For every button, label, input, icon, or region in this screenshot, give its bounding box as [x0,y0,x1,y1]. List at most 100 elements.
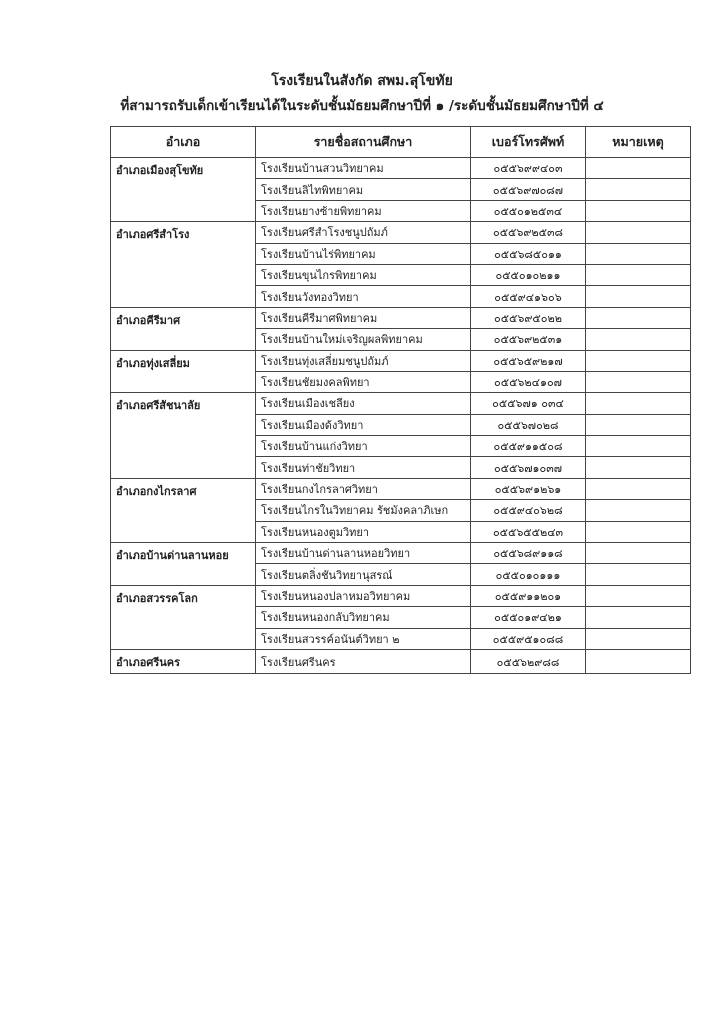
school-row: โรงเรียนไกรในวิทยาคม รัชมังคลาภิเษก ๐๕๕๙๔… [111,499,691,522]
school-name: โรงเรียนยางซ้ายพิทยาคม [255,199,471,223]
school-table: อำเภอ รายชื่อสถานศึกษา เบอร์โทรศัพท์ หมายเห… [110,126,691,675]
school-row: อำเภอเมืองสุโขทัย โรงเรียนบ้านสวนวิทยาคม๐… [110,156,691,223]
remark [585,435,691,458]
column-header: อำเภอ [110,126,256,158]
remark [585,328,691,351]
remark [585,584,691,608]
remark [585,178,691,201]
remark [585,456,691,479]
phone: ๐๕๕๖๒๙๘๘ [470,648,586,675]
school-name: โรงเรียนศรีนคร [255,648,471,675]
remark [585,263,691,287]
district: อำเภอทุ่งเสลี่ยม [110,349,256,394]
school-name: โรงเรียนศรีสำโรงชนูปถัมภ์ [255,221,471,244]
district: อำเภอเมืองสุโขทัย [110,156,256,223]
school-name: โรงเรียนบ้านใหม่เจริญผลพิทยาคม [255,328,471,351]
remark [585,221,691,244]
phone: ๐๕๕๐๑๐๑๑๑ [470,563,586,586]
school-row: โรงเรียนยางซ้ายพิทยาคม ๐๕๕๐๑๒๕๓๔ [111,199,691,223]
school-row: อำเภอศรีนคร โรงเรียนศรีนคร ๐๕๕๖๒๙๘๘ [110,648,691,675]
column-header: เบอร์โทรศัพท์ [470,126,586,158]
school-name: โรงเรียนขุนไกรพิทยาคม [255,263,471,287]
remark [585,606,691,629]
remark [585,242,691,265]
phone: ๐๕๕๙๑๑๒๐๑ [470,584,586,608]
district: อำเภอศรีนคร [110,648,256,675]
district: อำเภอคีรีมาศ [110,306,256,351]
remark [585,199,691,223]
school-name: โรงเรียนบ้านไร่พิทยาคม [255,242,471,265]
school-name: โรงเรียนทุ่งเสลี่ยมชนูปถัมภ์ [255,349,471,372]
school-row: อำเภอคีรีมาศ โรงเรียนคีรีมาศพิทยาคม ๐๕๕๖๙๕… [110,306,691,351]
school-name: โรงเรียนเมืองเชลียง [255,392,471,415]
district: อำเภอศรีสำโรง [110,221,256,308]
school-name: โรงเรียนบ้านแก่งวิทยา [255,435,471,458]
school-row: โรงเรียนหนองกลับวิทยาคม ๐๕๕๐๑๙๔๒๑ [111,606,691,629]
school-name: โรงเรียนคีรีมาศพิทยาคม [255,306,471,330]
phone: ๐๕๕๙๔๑๖๐๖ [470,285,586,308]
phone: ๐๕๕๖๗๑ ๐๓๔ [470,392,586,415]
school-row: โรงเรียนวังทองวิทยา ๐๕๕๙๔๑๖๐๖ [111,285,691,308]
school-name: โรงเรียนหนองตูมวิทยา [255,520,471,544]
remark [585,413,691,437]
phone: ๐๕๕๖๕๙๒๑๗ [470,349,586,372]
remark [585,156,691,180]
phone: ๐๕๕๖๗๐๒๘ [470,413,586,437]
school-name: โรงเรียนหนองกลับวิทยาคม [255,606,471,629]
district: อำเภอกงไกรลาศ [110,477,256,544]
remark [585,648,691,675]
phone: ๐๕๕๖๕๕๒๔๓ [470,520,586,544]
remark [585,627,691,650]
phone: ๐๕๕๖๙๙๔๐๓ [470,156,586,180]
school-row: โรงเรียนบ้านใหม่เจริญผลพิทยาคม ๐๕๕๖๙๒๕๓๑ [111,328,691,351]
title: โรงเรียนในสังกัด สพม.สุโขทัย [271,73,453,89]
phone: ๐๕๕๖๗๑๐๓๗ [470,456,586,479]
remark [585,520,691,544]
school-row: อำเภอทุ่งเสลี่ยม โรงเรียนทุ่งเสลี่ยมชนูปถ… [110,349,691,394]
phone: ๐๕๕๐๑๒๕๓๔ [470,199,586,223]
school-name: โรงเรียนเมืองด้งวิทยา [255,413,471,437]
phone: ๐๕๕๖๙๒๕๓๑ [470,328,586,351]
phone: ๐๕๕๙๔๐๖๒๘ [470,499,586,522]
remark [585,477,691,501]
phone: ๐๕๕๙๕๑๐๘๘ [470,627,586,650]
phone: ๐๕๕๖๙๗๐๘๗ [470,178,586,201]
remark [585,306,691,330]
school-row: อำเภอบ้านด่านลานหอย โรงเรียนบ้านด่านลานหอ… [110,542,691,586]
remark [585,542,691,565]
school-name: โรงเรียนไกรในวิทยาคม รัชมังคลาภิเษก [255,499,471,522]
school-row: อำเภอศรีสำโรง โรงเรียนศรีสำโรงชนูปถัมภ์๐๕… [110,221,691,308]
column-header: รายชื่อสถานศึกษา [255,126,471,158]
school-name: โรงเรียนบ้านด่านลานหอยวิทยา [255,542,471,565]
school-row: อำเภอกงไกรลาศ โรงเรียนกงไกรลาศวิทยา ๐๕๕๖๙๑… [110,477,691,544]
remark [585,370,691,394]
district: อำเภอสวรรคโลก [110,584,256,650]
school-row: โรงเรียนสวรรค์อนันต์วิทยา ๒๐๕๕๙๕๑๐๘๘ [111,627,691,650]
school-row: โรงเรียนบ้านแก่งวิทยา ๐๕๕๙๑๑๕๐๘ [111,435,691,458]
district: อำเภอบ้านด่านลานหอย [110,542,256,586]
school-row: อำเภอสวรรคโลก โรงเรียนหนองปลาหมอวิทยาคม ๐๕… [110,584,691,650]
district: อำเภอศรีสัชนาลัย [110,392,256,479]
phone: ๐๕๕๖๙๕๐๒๒ [470,306,586,330]
phone: ๐๕๕๖๒๔๑๐๗ [470,370,586,394]
school-row: โรงเรียนท่าชัยวิทยา ๐๕๕๖๗๑๐๓๗ [111,456,691,479]
header-row: อำเภอ รายชื่อสถานศึกษา เบอร์โทรศัพท์ หมายเห… [110,126,691,158]
school-name: โรงเรียนตลิ่งชันวิทยานุสรณ์ [255,563,471,586]
subtitle: ที่สามารถรับเด็กเข้าเรียนได้ในระดับชั้นม… [120,98,604,114]
school-name: โรงเรียนบ้านสวนวิทยาคม [255,156,471,180]
remark [585,392,691,415]
school-name: โรงเรียนกงไกรลาศวิทยา [255,477,471,501]
school-row: โรงเรียนหนองตูมวิทยา ๐๕๕๖๕๕๒๔๓ [111,520,691,544]
school-name: โรงเรียนหนองปลาหมอวิทยาคม [255,584,471,608]
school-name: โรงเรียนสวรรค์อนันต์วิทยา ๒ [255,627,471,650]
school-name: โรงเรียนวังทองวิทยา [255,285,471,308]
phone: ๐๕๕๙๑๑๕๐๘ [470,435,586,458]
column-header: หมายเหตุ [585,126,691,158]
remark [585,285,691,308]
school-name: โรงเรียนท่าชัยวิทยา [255,456,471,479]
remark [585,499,691,522]
school-row: โรงเรียนตลิ่งชันวิทยานุสรณ์ ๐๕๕๐๑๐๑๑๑ [111,563,691,586]
school-name: โรงเรียนลิไทพิทยาคม [255,178,471,201]
phone: ๐๕๕๐๑๐๒๑๑ [470,263,586,287]
